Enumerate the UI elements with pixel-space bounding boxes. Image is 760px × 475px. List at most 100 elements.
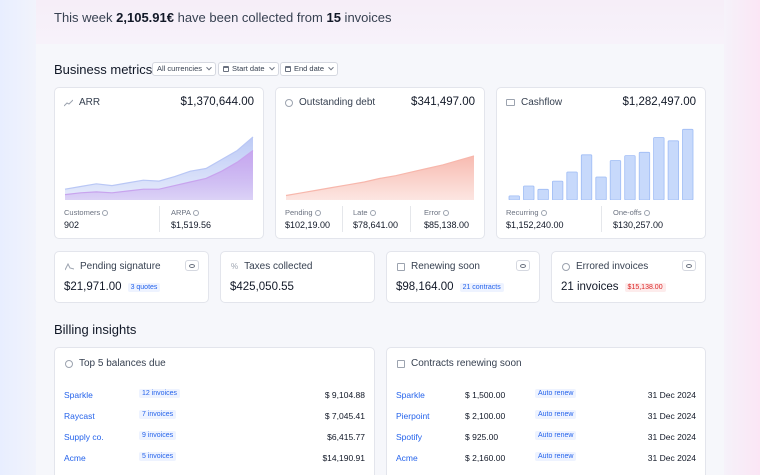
- visibility-toggle[interactable]: [682, 260, 696, 271]
- bar: [638, 151, 651, 200]
- start-date-filter[interactable]: Start date: [218, 62, 279, 76]
- cashflow-label: Cashflow: [521, 97, 563, 108]
- bar: [552, 180, 564, 200]
- chevron-down-icon: [268, 64, 275, 71]
- pending-label: Pending: [285, 208, 321, 217]
- business-metrics-title: Business metrics: [54, 62, 153, 77]
- customer-link[interactable]: Sparkle: [64, 390, 93, 400]
- bar: [537, 188, 549, 200]
- divider: [159, 206, 160, 232]
- contracts-badge[interactable]: 21 contracts: [459, 282, 504, 292]
- one-offs-label: One-offs: [613, 208, 650, 217]
- invoice-count-badge[interactable]: 9 invoices: [139, 431, 177, 440]
- clock-icon: [285, 98, 293, 107]
- recurring-value: $1,152,240.00: [506, 220, 564, 230]
- errored-value-row: 21 invoices $15,138.00: [561, 281, 666, 293]
- summary-suffix: invoices: [340, 10, 392, 25]
- visibility-toggle[interactable]: [185, 260, 199, 271]
- errored-label: Errored invoices: [576, 261, 649, 272]
- invoice-count-badge[interactable]: 7 invoices: [139, 410, 177, 419]
- table-row[interactable]: Pierpoint $ 2,100.00 Auto renew 31 Dec 2024: [387, 406, 705, 427]
- table-row[interactable]: Acme 5 invoices $14,190.91: [55, 448, 374, 469]
- arr-label: ARR: [79, 97, 101, 108]
- auto-renew-badge: Auto renew: [535, 452, 577, 461]
- customer-link[interactable]: Sparkle: [396, 390, 425, 400]
- pending-signature-value: $21,971.00: [64, 281, 122, 293]
- renewing-soon-card[interactable]: Renewing soon $98,164.00 21 contracts: [386, 251, 540, 303]
- late-value: $78,641.00: [353, 220, 399, 230]
- debt-value: $341,497.00: [411, 96, 475, 108]
- debt-chart: [285, 155, 475, 200]
- outstanding-debt-card[interactable]: Outstanding debt $341,497.00 Pending $10…: [275, 87, 485, 239]
- billing-insights-title: Billing insights: [54, 322, 137, 337]
- renewal-date: 31 Dec 2024: [647, 432, 696, 442]
- renewing-label: Renewing soon: [411, 261, 480, 272]
- debt-label: Outstanding debt: [299, 97, 376, 108]
- customer-link[interactable]: Supply co.: [64, 432, 104, 442]
- currency-filter[interactable]: All currencies: [152, 62, 217, 76]
- table-row[interactable]: Spotify $ 925.00 Auto renew 31 Dec 2024: [387, 427, 705, 448]
- top-balances-header: Top 5 balances due: [65, 358, 166, 369]
- divider: [601, 206, 602, 232]
- balance-amount: $ 7,045.41: [324, 411, 365, 421]
- signature-icon: [65, 262, 74, 270]
- taxes-value-row: $425,050.55: [230, 281, 294, 293]
- bar: [609, 160, 622, 200]
- arpa-value: $1,519.56: [171, 220, 212, 230]
- end-date-label: End date: [294, 64, 325, 73]
- auto-renew-badge: Auto renew: [535, 431, 577, 440]
- errored-invoices-card[interactable]: Errored invoices 21 invoices $15,138.00: [551, 251, 706, 303]
- table-row[interactable]: Supply co. 9 invoices $6,415.77: [55, 427, 374, 448]
- cash-icon: [506, 99, 515, 106]
- contract-icon: [397, 359, 405, 368]
- arr-card[interactable]: ARR $1,370,644.00 Customers 902 ARPA $1,…: [54, 87, 264, 239]
- pending-value: $102,19.00: [285, 220, 331, 230]
- renewal-date: 31 Dec 2024: [647, 390, 696, 400]
- end-date-filter[interactable]: End date: [280, 62, 339, 76]
- pending-signature-card[interactable]: Pending signature $21,971.00 3 quotes: [54, 251, 209, 303]
- contract-amount: $ 925.00: [465, 432, 499, 442]
- balance-amount: $6,415.77: [327, 432, 365, 442]
- table-row[interactable]: Sparkle 12 invoices $ 9,104.88: [55, 385, 374, 406]
- errored-amount-badge[interactable]: $15,138.00: [624, 282, 666, 292]
- contracts-renewing-header: Contracts renewing soon: [397, 358, 522, 369]
- line-chart-icon: [64, 99, 73, 106]
- cashflow-value: $1,282,497.00: [622, 96, 696, 108]
- cashflow-header: Cashflow: [506, 97, 562, 108]
- bar: [523, 185, 535, 200]
- customer-link[interactable]: Acme: [396, 453, 418, 463]
- auto-renew-badge: Auto renew: [535, 389, 577, 398]
- cashflow-card[interactable]: Cashflow $1,282,497.00 Recurring $1,152,…: [496, 87, 706, 239]
- info-icon: [314, 209, 321, 216]
- weekly-summary-text: This week 2,105.91€ have been collected …: [54, 10, 392, 25]
- quotes-badge[interactable]: 3 quotes: [127, 282, 161, 292]
- table-row[interactable]: Sparkle $ 1,500.00 Auto renew 31 Dec 2024: [387, 385, 705, 406]
- contract-icon: [397, 262, 405, 271]
- taxes-value: $425,050.55: [230, 281, 294, 293]
- taxes-collected-card[interactable]: % Taxes collected $425,050.55: [220, 251, 375, 303]
- error-label: Error: [424, 208, 449, 217]
- customer-link[interactable]: Pierpoint: [396, 411, 430, 421]
- renewing-value-row: $98,164.00 21 contracts: [396, 281, 504, 293]
- pending-signature-label: Pending signature: [80, 261, 161, 272]
- invoice-count-badge[interactable]: 12 invoices: [139, 389, 181, 398]
- taxes-label: Taxes collected: [244, 261, 313, 272]
- customers-value: 902: [64, 220, 80, 230]
- contracts-renewing-title: Contracts renewing soon: [411, 358, 522, 369]
- debt-header: Outstanding debt: [285, 97, 375, 108]
- customers-label: Customers: [64, 208, 109, 217]
- table-row[interactable]: Raycast 7 invoices $ 7,045.41: [55, 406, 374, 427]
- table-row[interactable]: Acme $ 2,160.00 Auto renew 31 Dec 2024: [387, 448, 705, 469]
- currency-filter-label: All currencies: [157, 64, 203, 73]
- customer-link[interactable]: Raycast: [64, 411, 95, 421]
- error-value: $85,138.00: [424, 220, 470, 230]
- error-icon: [562, 262, 570, 271]
- customer-link[interactable]: Acme: [64, 453, 86, 463]
- info-icon: [192, 209, 199, 216]
- pending-signature-header: Pending signature: [65, 261, 161, 272]
- info-icon: [442, 209, 449, 216]
- one-offs-value: $130,257.00: [613, 220, 664, 230]
- visibility-toggle[interactable]: [516, 260, 530, 271]
- customer-link[interactable]: Spotify: [396, 432, 422, 442]
- invoice-count-badge[interactable]: 5 invoices: [139, 452, 177, 461]
